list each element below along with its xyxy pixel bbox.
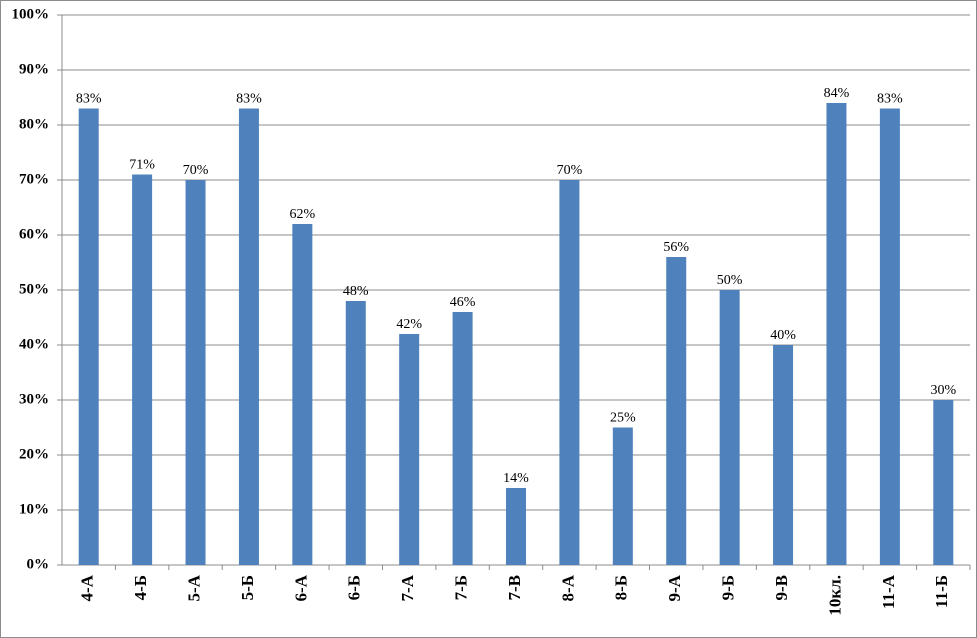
bar <box>185 180 206 565</box>
y-tick-label: 100% <box>12 6 50 22</box>
x-tick-label: 8-Б <box>612 575 631 600</box>
y-tick-label: 0% <box>27 556 50 572</box>
bar <box>452 312 473 565</box>
value-label: 71% <box>129 158 155 173</box>
x-tick-label: 9-А <box>665 574 684 601</box>
value-label: 42% <box>396 317 422 332</box>
bar <box>292 224 313 565</box>
value-label: 46% <box>450 295 476 310</box>
bar <box>933 400 954 565</box>
bar <box>399 334 420 565</box>
x-tick-label: 5-Б <box>238 575 257 600</box>
y-tick-label: 10% <box>19 501 49 517</box>
y-tick-label: 20% <box>19 446 49 462</box>
value-label: 84% <box>824 86 850 101</box>
bar <box>78 108 99 565</box>
bar <box>773 345 794 565</box>
y-tick-label: 50% <box>19 281 49 297</box>
value-label: 50% <box>717 273 743 288</box>
bar <box>345 301 366 565</box>
x-tick-label: 9-В <box>772 575 791 601</box>
x-tick-label: 7-Б <box>451 575 470 600</box>
x-tick-label: 7-А <box>398 574 417 601</box>
y-tick-label: 70% <box>19 171 49 187</box>
x-tick-label: 11-А <box>879 574 898 609</box>
x-tick-label: 4-Б <box>131 575 150 600</box>
bar <box>719 290 740 565</box>
value-label: 30% <box>930 383 956 398</box>
y-tick-label: 40% <box>19 336 49 352</box>
x-tick-label: 10кл. <box>825 575 844 616</box>
bar <box>666 257 687 565</box>
value-label: 62% <box>290 207 316 222</box>
x-tick-label: 11-Б <box>932 575 951 608</box>
x-tick-label: 5-А <box>184 574 203 601</box>
bar <box>238 108 259 565</box>
y-tick-label: 60% <box>19 226 49 242</box>
value-label: 70% <box>183 163 209 178</box>
x-tick-label: 4-А <box>78 574 97 601</box>
value-label: 56% <box>663 240 689 255</box>
x-tick-label: 9-Б <box>719 575 738 600</box>
value-label: 83% <box>877 92 903 107</box>
y-tick-label: 30% <box>19 391 49 407</box>
bar <box>506 488 526 565</box>
value-label: 48% <box>343 284 369 299</box>
value-label: 14% <box>503 471 529 486</box>
value-label: 70% <box>557 163 583 178</box>
bar <box>559 180 580 565</box>
bar <box>826 103 847 565</box>
x-tick-label: 6-А <box>291 574 310 601</box>
bar <box>132 174 153 565</box>
value-label: 83% <box>76 92 102 107</box>
bar <box>879 108 900 565</box>
y-tick-label: 90% <box>19 61 49 77</box>
value-label: 25% <box>610 411 636 426</box>
y-tick-label: 80% <box>19 116 49 132</box>
x-tick-label: 6-Б <box>345 575 364 600</box>
bar <box>612 427 633 565</box>
value-label: 83% <box>236 92 262 107</box>
value-label: 40% <box>770 328 796 343</box>
x-tick-label: 8-А <box>558 574 577 601</box>
x-tick-label: 7-В <box>505 575 524 601</box>
